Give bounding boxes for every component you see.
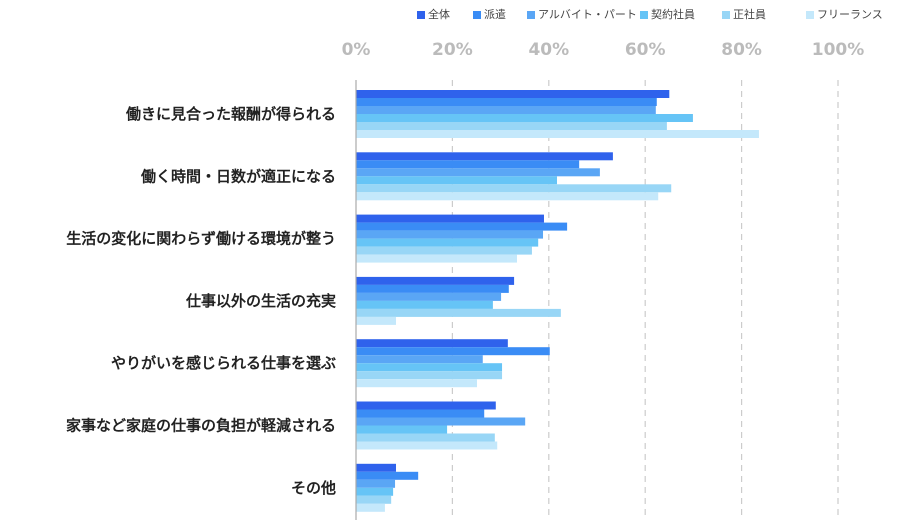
bar [356, 487, 394, 496]
bar [356, 479, 396, 488]
bar [356, 471, 419, 480]
legend-label: 派遣 [484, 7, 506, 21]
bar [356, 152, 613, 161]
legend-swatch [527, 11, 535, 19]
legend-swatch [806, 11, 814, 19]
bar [356, 160, 580, 169]
legend-swatch [473, 11, 481, 19]
legend-swatch [640, 11, 648, 19]
x-tick-label: 80% [721, 40, 762, 60]
bar [356, 254, 517, 263]
bar [356, 379, 477, 388]
bar [356, 292, 502, 301]
bar [356, 184, 672, 193]
category-label: 働きに見合った報酬が得られる [125, 105, 336, 123]
legend-label: 契約社員 [651, 7, 695, 21]
x-tick-label: 60% [625, 40, 666, 60]
bar [356, 308, 561, 317]
bar [356, 371, 503, 380]
category-label: 働く時間・日数が適正になる [140, 167, 336, 185]
bar [356, 130, 759, 138]
legend-label: 全体 [428, 7, 450, 21]
bar [356, 122, 667, 130]
bar [356, 98, 657, 106]
bar [356, 192, 659, 201]
bar [356, 246, 532, 255]
bar [356, 463, 397, 472]
bar [356, 90, 670, 98]
legend-swatch [417, 11, 425, 19]
bar [356, 106, 656, 114]
bar [356, 339, 508, 348]
category-label: 生活の変化に関わらず働ける環境が整う [66, 230, 336, 248]
bar [356, 284, 509, 293]
category-label: 家事など家庭の仕事の負担が軽減される [66, 417, 336, 435]
bar [356, 417, 526, 426]
category-label: その他 [291, 479, 336, 497]
bar [356, 176, 557, 185]
bar [356, 114, 693, 122]
bar [356, 300, 493, 309]
bar [356, 355, 483, 364]
bar [356, 409, 485, 418]
bar [356, 441, 498, 450]
bar [356, 168, 600, 177]
x-tick-label: 0% [342, 40, 371, 60]
category-label: 仕事以外の生活の充実 [185, 292, 336, 310]
legend-label: アルバイト・パート [538, 8, 637, 21]
category-label: やりがいを感じられる仕事を選ぶ [111, 354, 336, 372]
bar [356, 238, 539, 247]
bar [356, 503, 385, 512]
bar [356, 425, 448, 434]
bar [356, 347, 550, 356]
bar [356, 495, 392, 504]
bar [356, 401, 496, 410]
bar [356, 222, 568, 231]
bar [356, 363, 503, 372]
legend-label: フリーランス [817, 8, 883, 21]
x-tick-label: 100% [812, 40, 865, 60]
x-tick-label: 20% [432, 40, 473, 60]
bar [356, 316, 397, 325]
bar [356, 214, 544, 223]
bar [356, 433, 495, 442]
legend-label: 正社員 [733, 7, 766, 21]
bar [356, 276, 515, 285]
bar [356, 230, 544, 239]
x-tick-label: 40% [528, 40, 569, 60]
legend-swatch [722, 11, 730, 19]
